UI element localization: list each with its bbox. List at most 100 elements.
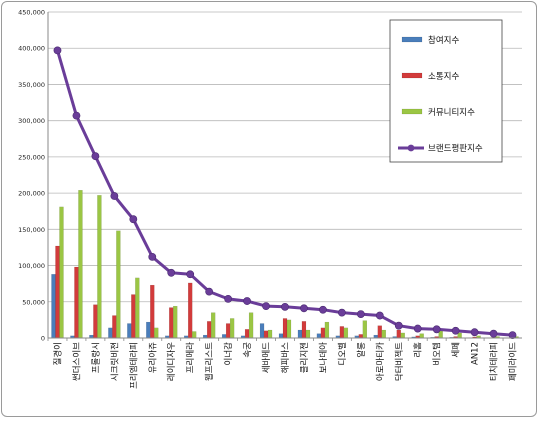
- bar-3: [230, 318, 234, 338]
- y-tick-label: 450,000: [18, 9, 45, 17]
- bar-3: [59, 207, 63, 338]
- y-tick-label: 250,000: [18, 153, 45, 161]
- x-tick-label: 유리아쥬: [147, 342, 158, 373]
- y-tick-label: 300,000: [18, 117, 45, 125]
- bar-3: [420, 334, 424, 338]
- bar-1: [127, 324, 131, 338]
- x-tick-label: 프리메라: [186, 342, 196, 373]
- y-tick-label: 50,000: [22, 298, 45, 306]
- line-marker: [471, 329, 478, 336]
- bar-1: [108, 328, 112, 338]
- bar-3: [192, 331, 196, 338]
- y-tick-label: 0: [41, 335, 45, 343]
- bar-2: [188, 283, 192, 338]
- x-tick-label: 리홈: [413, 342, 424, 358]
- bar-2: [131, 295, 135, 338]
- bar-2: [321, 328, 325, 338]
- y-tick-label: 200,000: [18, 190, 45, 198]
- bar-2: [359, 334, 363, 338]
- y-tick-label: 400,000: [18, 45, 45, 53]
- legend-swatch-marker: [408, 145, 415, 152]
- bar-3: [268, 330, 272, 338]
- bar-3: [382, 330, 386, 338]
- legend-swatch: [402, 37, 422, 42]
- line-marker: [338, 309, 345, 316]
- bar-2: [302, 321, 306, 338]
- x-tick-label: 티치테라피: [490, 342, 500, 381]
- x-tick-label: 속궁: [243, 342, 253, 358]
- x-tick-label: 프롤랑시: [90, 342, 101, 373]
- x-tick-label: 닥터비젝트: [394, 342, 405, 381]
- bar-1: [260, 324, 264, 338]
- bar-3: [287, 320, 291, 338]
- line-marker: [92, 153, 99, 160]
- x-tick-label: 클리지젠: [300, 342, 310, 373]
- bar-1: [51, 274, 55, 338]
- bar-3: [344, 328, 348, 338]
- brand-reputation-chart: 0 50,000 100,000 150,000 200,000 250,000 300,0…: [2, 2, 538, 418]
- x-tick-label: 페미라이드: [508, 342, 519, 381]
- x-tick-label: 레이디자우: [166, 342, 177, 381]
- bars: [51, 190, 518, 338]
- bar-2: [150, 285, 154, 338]
- bar-2: [93, 305, 97, 338]
- bar-2: [207, 321, 211, 338]
- x-tick-label: 해피바스: [280, 342, 291, 373]
- y-tick-label: 350,000: [18, 81, 45, 89]
- line-marker: [187, 271, 194, 278]
- line-marker: [149, 253, 156, 260]
- line-marker: [433, 326, 440, 333]
- bar-2: [245, 329, 249, 338]
- chart-frame: 0 50,000 100,000 150,000 200,000 250,000 300,0…: [1, 1, 537, 417]
- bar-2: [169, 308, 173, 338]
- x-tick-label: AN12: [471, 342, 481, 365]
- line-marker: [376, 312, 383, 319]
- line-marker: [395, 322, 402, 329]
- bar-3: [135, 278, 139, 338]
- bar-3: [363, 321, 367, 338]
- x-tick-label: 질경이: [52, 342, 63, 365]
- bar-2: [264, 331, 268, 338]
- x-tick-label: 프리엠테라피: [128, 342, 139, 389]
- line-marker: [262, 303, 269, 310]
- bar-2: [397, 330, 401, 338]
- bar-2: [74, 267, 78, 338]
- legend-label: 커뮤니티지수: [428, 107, 475, 118]
- line-marker: [300, 305, 307, 312]
- line-marker: [414, 325, 421, 332]
- bar-3: [116, 231, 120, 338]
- x-tick-label: 시크릿비젼: [109, 342, 120, 381]
- y-tick-label: 150,000: [18, 226, 45, 234]
- line-marker: [281, 303, 288, 310]
- legend-swatch: [402, 109, 422, 114]
- bar-2: [378, 326, 382, 338]
- bar-3: [249, 313, 253, 338]
- x-tick-label: 디오벨: [337, 342, 348, 366]
- line-marker: [130, 216, 137, 223]
- line-marker: [490, 330, 497, 337]
- bar-3: [211, 313, 215, 338]
- y-tick-label: 100,000: [18, 262, 45, 270]
- bar-2: [340, 326, 344, 338]
- bar-2: [283, 318, 287, 338]
- bar-3: [78, 190, 82, 338]
- x-tick-label: 세바메드: [261, 342, 272, 373]
- bar-3: [325, 322, 329, 338]
- line-marker: [452, 327, 459, 334]
- x-tick-label: 비오템: [432, 342, 443, 365]
- bar-3: [401, 333, 405, 338]
- bar-3: [458, 333, 462, 338]
- line-marker: [206, 288, 213, 295]
- line-marker: [319, 306, 326, 313]
- line-marker: [54, 47, 61, 54]
- line-marker: [225, 295, 232, 302]
- bar-3: [173, 306, 177, 338]
- line-marker: [243, 297, 250, 304]
- x-tick-label: 알롱: [356, 342, 367, 358]
- y-axis: 0 50,000 100,000 150,000 200,000 250,000 300,0…: [18, 9, 48, 343]
- bar-2: [226, 324, 230, 338]
- legend-label: 브랜드평판지수: [428, 143, 483, 154]
- line-marker: [357, 310, 364, 317]
- x-tick-label: 웹프리스트: [205, 342, 215, 381]
